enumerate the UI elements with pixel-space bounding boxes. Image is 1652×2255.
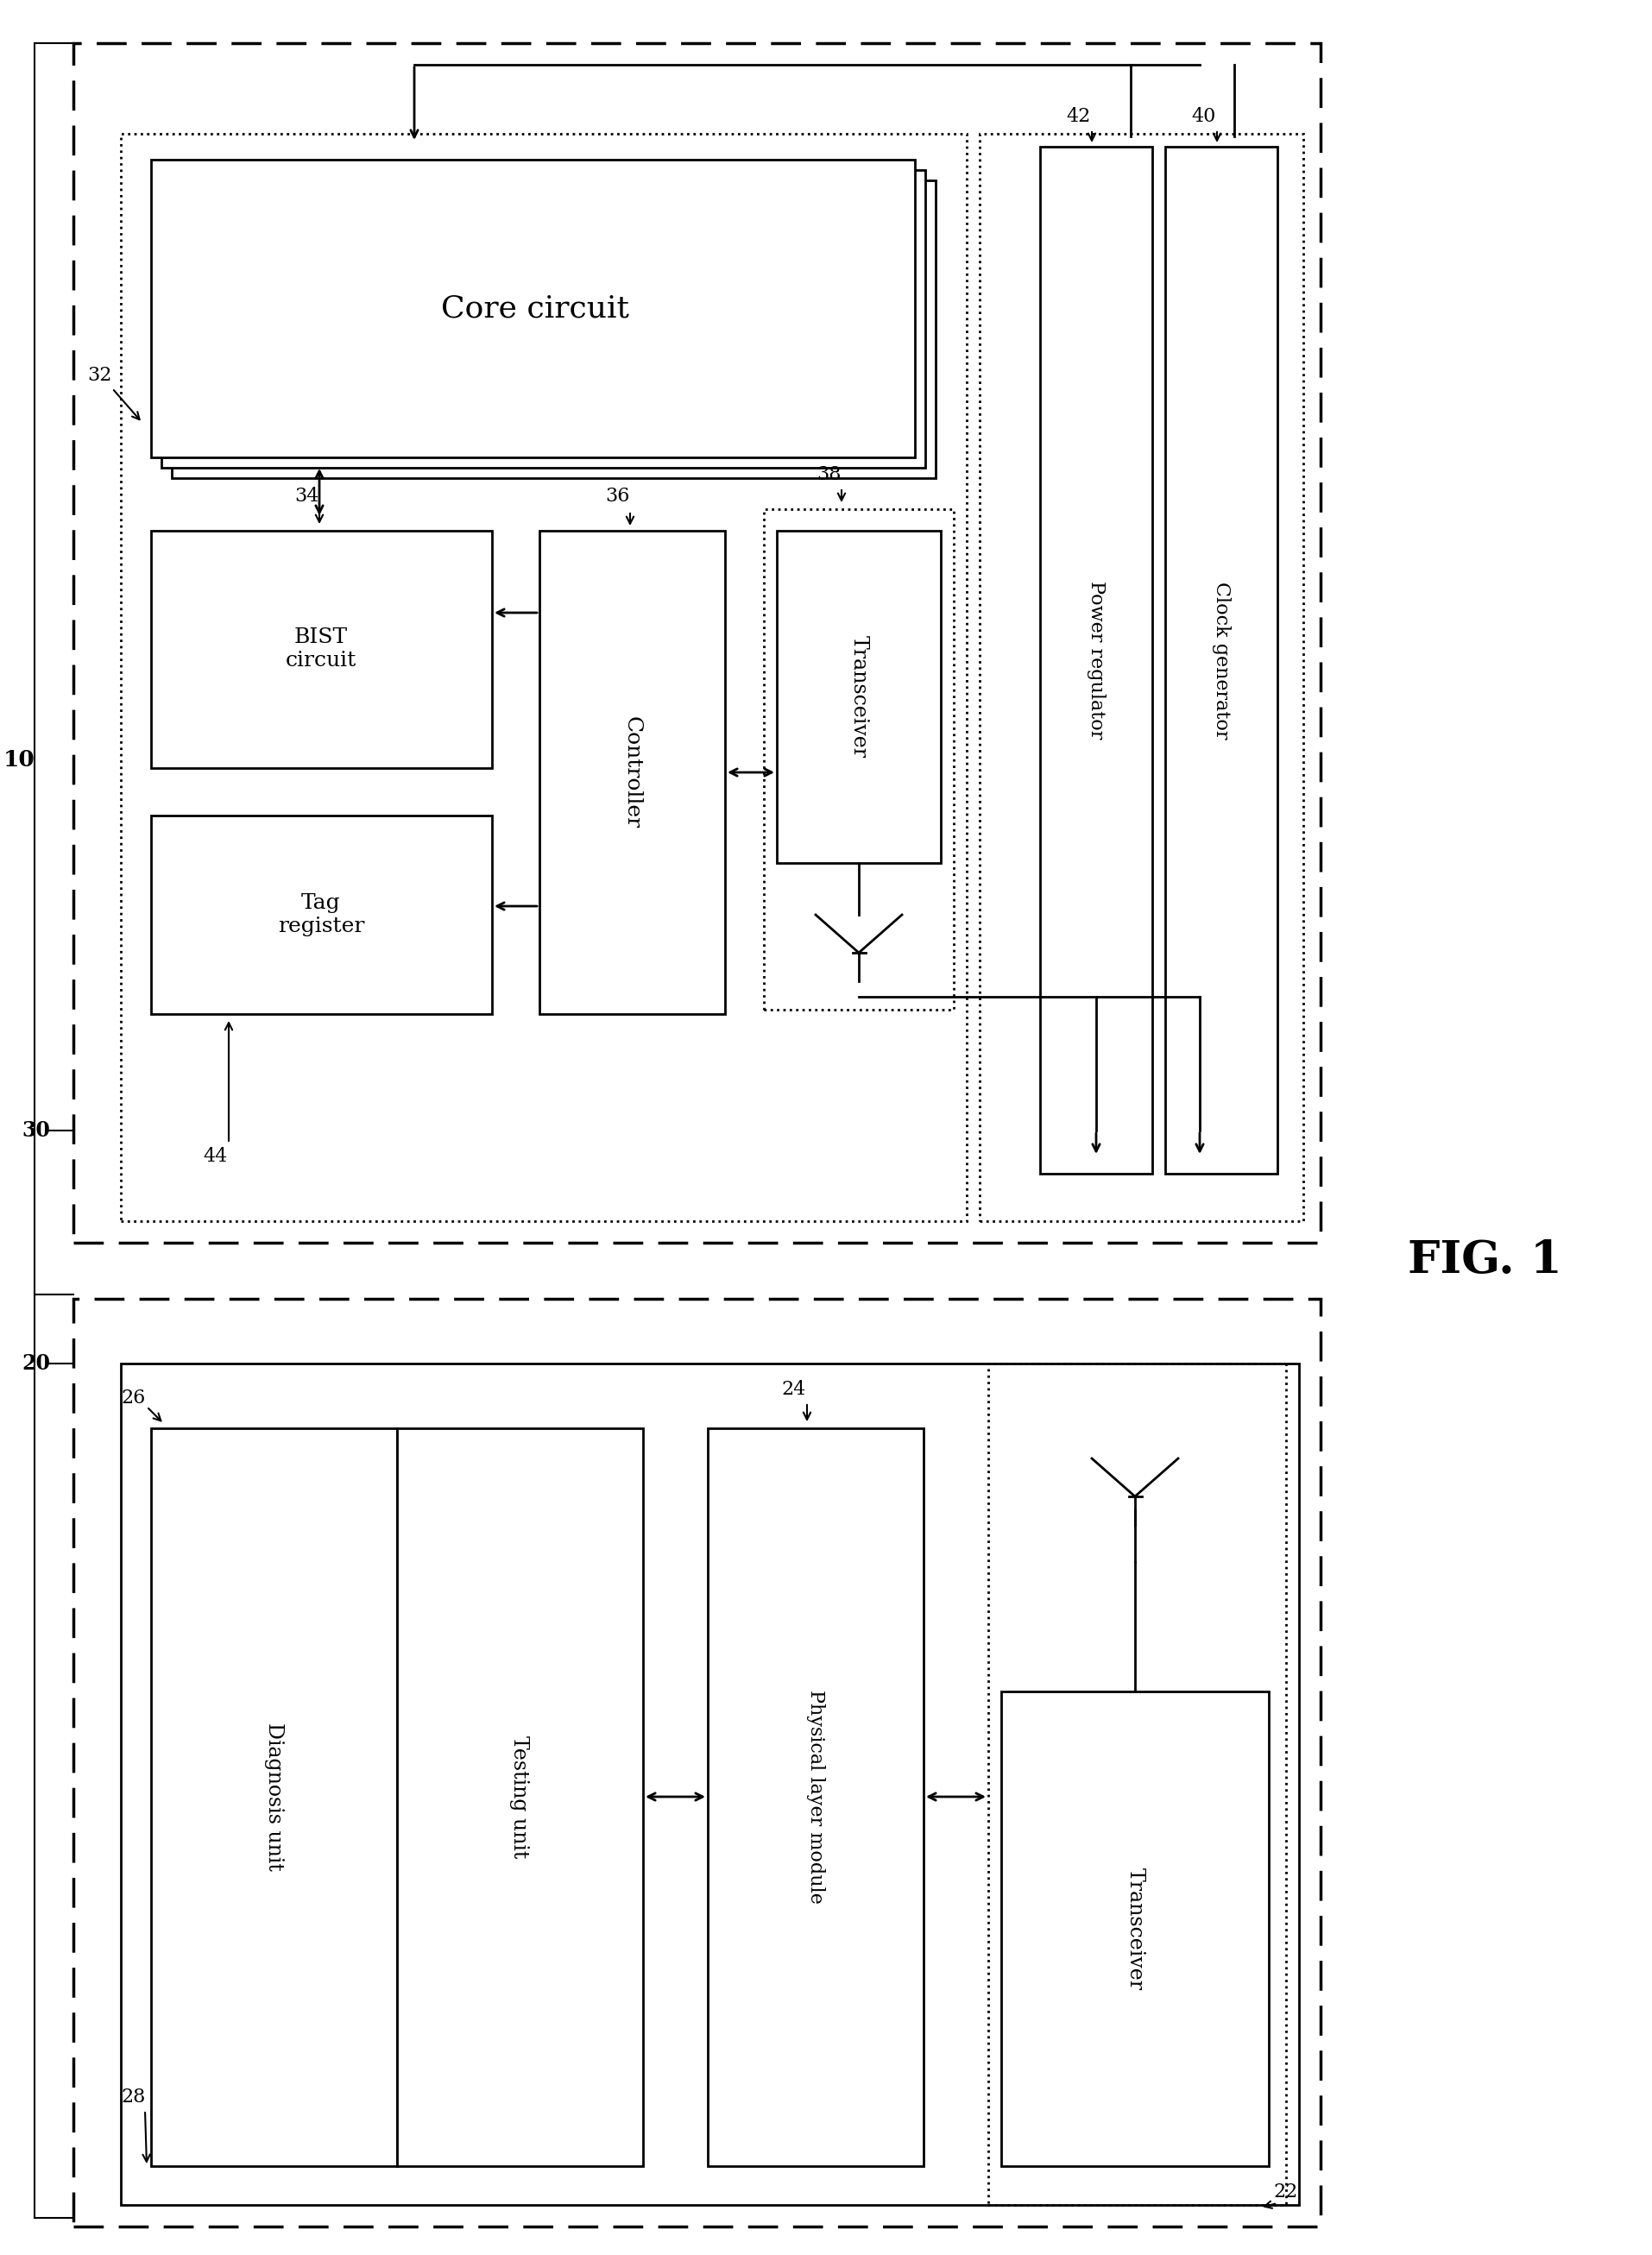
Bar [121,1364,1298,2205]
Bar [73,1299,1320,2226]
Text: Testing unit: Testing unit [510,1736,530,1858]
Text: 20: 20 [21,1353,51,1373]
Text: Controller: Controller [621,717,641,828]
Bar [121,133,966,1222]
Text: 40: 40 [1191,106,1216,126]
Text: 44: 44 [203,1148,228,1166]
Text: 24: 24 [781,1380,806,1398]
Bar [1041,147,1151,1173]
Bar [1165,147,1277,1173]
Bar [150,1427,396,2167]
Text: Tag
register: Tag register [278,893,365,936]
Text: 34: 34 [294,487,319,505]
Bar [763,510,953,1010]
Text: Transceiver: Transceiver [1125,1867,1145,1991]
Bar [707,1427,923,2167]
Text: BIST
circuit: BIST circuit [286,627,357,670]
Text: 26: 26 [122,1389,145,1407]
Bar [988,1364,1285,2205]
Text: 10: 10 [3,749,35,771]
Text: 42: 42 [1067,106,1090,126]
Text: Core circuit: Core circuit [441,295,629,325]
Text: 22: 22 [1274,2183,1298,2201]
Bar [150,816,492,1015]
Text: Power regulator: Power regulator [1087,582,1105,740]
Bar [172,180,935,478]
Text: 38: 38 [816,465,841,485]
Bar [162,169,925,467]
Bar [540,530,725,1015]
Text: 32: 32 [88,365,111,386]
Bar [150,160,915,458]
Bar [150,530,492,769]
Text: Transceiver: Transceiver [849,636,869,758]
Text: 36: 36 [605,487,629,505]
Bar [73,43,1320,1243]
Text: 30: 30 [21,1121,51,1141]
Text: Diagnosis unit: Diagnosis unit [264,1723,284,1872]
Bar [1001,1691,1269,2167]
Bar [396,1427,643,2167]
Text: Physical layer module: Physical layer module [806,1689,824,1903]
Text: Clock generator: Clock generator [1213,582,1231,740]
Bar [980,133,1303,1222]
Text: FIG. 1: FIG. 1 [1408,1238,1561,1283]
Text: 28: 28 [122,2088,145,2106]
Bar [776,530,940,864]
